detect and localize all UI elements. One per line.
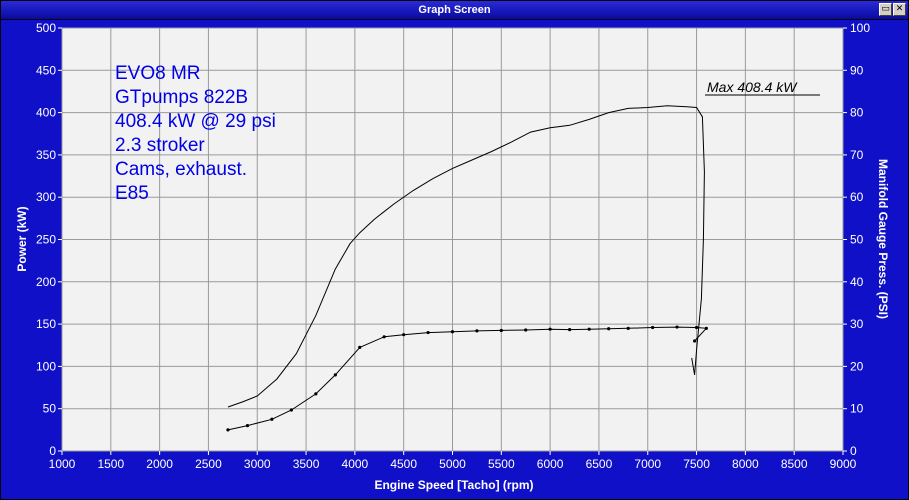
boost-data-point bbox=[675, 325, 679, 329]
x-tick-label: 8000 bbox=[732, 457, 759, 471]
boost-data-point bbox=[524, 328, 528, 332]
y-tick-label: 500 bbox=[36, 21, 56, 35]
y2-tick-label: 70 bbox=[850, 148, 864, 162]
y-axis-ticks: 0 50 100 150 200 250 300 350 400 450 500 bbox=[36, 21, 62, 458]
boost-data-point bbox=[450, 330, 455, 334]
y2-tick-label: 60 bbox=[850, 190, 864, 204]
x-tick-label: 5000 bbox=[439, 457, 466, 471]
y2-tick-label: 20 bbox=[850, 359, 864, 373]
grid-lines bbox=[61, 27, 844, 452]
boost-data-point bbox=[475, 329, 479, 333]
x-tick-label: 1000 bbox=[49, 457, 76, 471]
y2-tick-label: 30 bbox=[850, 317, 864, 331]
power-line bbox=[227, 105, 705, 408]
chart-series bbox=[226, 105, 708, 432]
x-tick-label: 2500 bbox=[195, 457, 222, 471]
annotation-line: EVO8 MR bbox=[115, 63, 201, 84]
x-tick-label: 3000 bbox=[244, 457, 271, 471]
boost-data-point bbox=[426, 330, 430, 335]
boost-data-point bbox=[568, 327, 572, 332]
boost-data-point bbox=[607, 327, 611, 331]
boost-data-point bbox=[270, 417, 274, 421]
x-tick-label: 4000 bbox=[342, 457, 369, 471]
boost-data-point bbox=[499, 328, 503, 333]
y-tick-label: 400 bbox=[36, 106, 56, 120]
max-power-text: Max 408.4 kW bbox=[707, 79, 798, 95]
boost-data-point bbox=[245, 424, 250, 428]
x-tick-label: 5500 bbox=[488, 457, 515, 471]
x-tick-label: 3500 bbox=[293, 457, 320, 471]
y2-axis-label: Manifold Gauge Press. (PSI) bbox=[876, 159, 890, 319]
y-tick-label: 150 bbox=[36, 317, 56, 331]
boost-data-point bbox=[693, 339, 697, 343]
x-tick-label: 2000 bbox=[146, 457, 173, 471]
restore-button[interactable]: ▭ bbox=[879, 3, 892, 16]
boost-data-point bbox=[694, 325, 699, 330]
annotation-line: GTpumps 822B bbox=[115, 87, 248, 108]
boost-data-point bbox=[333, 373, 337, 377]
boost-data-point bbox=[289, 408, 294, 412]
max-power-label: Max 408.4 kW bbox=[705, 79, 820, 96]
x-tick-label: 9000 bbox=[830, 457, 857, 471]
boost-data-point bbox=[402, 333, 406, 337]
annotation-line: Cams, exhaust. bbox=[115, 159, 247, 180]
y-tick-label: 50 bbox=[43, 402, 57, 416]
boost-data-point bbox=[651, 325, 655, 330]
boost-data-point bbox=[704, 326, 708, 330]
y2-axis-ticks: 0 10 20 30 40 50 60 70 80 90 100 bbox=[843, 21, 870, 458]
boost-pressure-line bbox=[227, 326, 708, 431]
boost-data-point bbox=[382, 335, 386, 339]
annotation-line: 2.3 stroker bbox=[115, 135, 205, 156]
boost-data-point bbox=[626, 326, 630, 330]
close-button[interactable]: ✕ bbox=[893, 3, 906, 16]
boost-data-point bbox=[587, 327, 591, 331]
annotation-line: 408.4 kW @ 29 psi bbox=[115, 111, 276, 132]
annotation-line: E85 bbox=[115, 183, 149, 204]
x-axis-label: Engine Speed [Tacho] (rpm) bbox=[374, 478, 533, 492]
x-tick-label: 6500 bbox=[586, 457, 613, 471]
title-bar: Graph Screen ▭ ✕ bbox=[1, 1, 908, 20]
boost-data-point bbox=[226, 428, 230, 432]
y-tick-label: 0 bbox=[49, 444, 56, 458]
boost-data-point bbox=[358, 345, 362, 349]
window-title: Graph Screen bbox=[418, 4, 491, 16]
y-tick-label: 200 bbox=[36, 275, 56, 289]
y2-tick-label: 80 bbox=[850, 106, 864, 120]
boost-data-point bbox=[314, 392, 318, 396]
x-tick-label: 7500 bbox=[683, 457, 710, 471]
boost-data-point bbox=[548, 327, 552, 331]
x-tick-label: 6000 bbox=[537, 457, 564, 471]
y-tick-label: 100 bbox=[36, 359, 56, 373]
chart-annotations: EVO8 MR GTpumps 822B 408.4 kW @ 29 psi 2.3 … bbox=[115, 63, 276, 204]
y2-tick-label: 40 bbox=[850, 275, 864, 289]
y-tick-label: 250 bbox=[36, 233, 56, 247]
x-tick-label: 7000 bbox=[634, 457, 661, 471]
x-tick-label: 4500 bbox=[390, 457, 417, 471]
y2-tick-label: 100 bbox=[850, 21, 870, 35]
y-axis-label: Power (kW) bbox=[15, 206, 29, 271]
y-tick-label: 300 bbox=[36, 190, 56, 204]
x-tick-label: 1500 bbox=[97, 457, 124, 471]
y2-tick-label: 10 bbox=[850, 402, 864, 416]
x-tick-label: 8500 bbox=[781, 457, 808, 471]
y2-tick-label: 0 bbox=[850, 444, 857, 458]
y2-tick-label: 90 bbox=[850, 63, 864, 77]
y-tick-label: 350 bbox=[36, 148, 56, 162]
x-axis-ticks: 1000 1500 2000 2500 3000 3500 4000 4500 5000 5500… bbox=[49, 451, 857, 471]
y-tick-label: 450 bbox=[36, 63, 56, 77]
y2-tick-label: 50 bbox=[850, 233, 864, 247]
